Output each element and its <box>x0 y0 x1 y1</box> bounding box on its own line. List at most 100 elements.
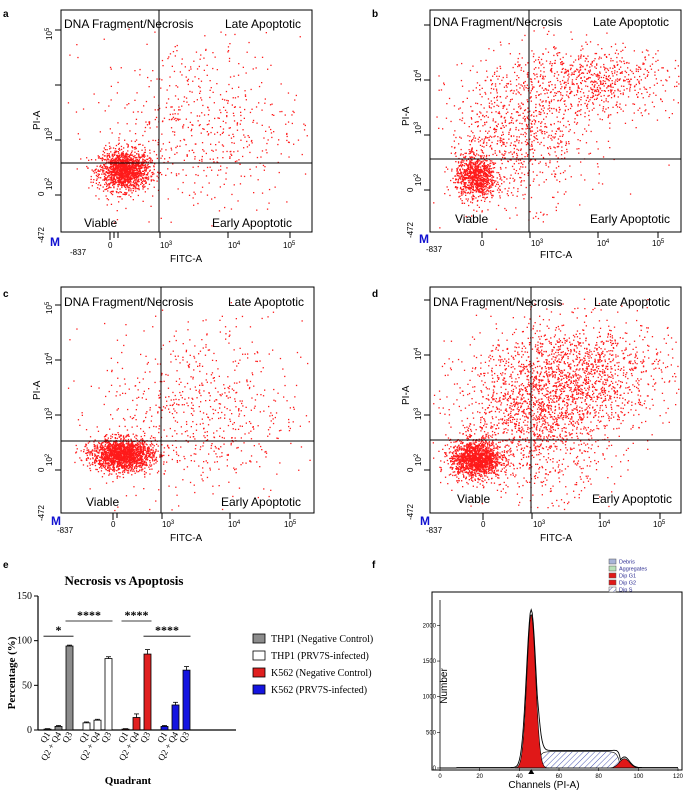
scatter-point <box>512 66 514 69</box>
scatter-point <box>248 41 250 44</box>
scatter-point <box>273 131 275 133</box>
scatter-point <box>599 88 602 90</box>
scatter-point <box>468 185 470 187</box>
scatter-point <box>470 164 472 166</box>
scatter-point <box>167 98 170 100</box>
scatter-point <box>483 182 486 184</box>
scatter-point <box>563 124 565 127</box>
scatter-point <box>130 171 132 173</box>
scatter-point <box>119 472 121 474</box>
scatter-point <box>101 157 104 159</box>
scatter-point <box>558 165 560 168</box>
scatter-point <box>468 175 470 178</box>
scatter-point <box>614 72 616 74</box>
scatter-point <box>118 201 120 203</box>
scatter-point <box>233 184 235 186</box>
scatter-point <box>580 77 582 79</box>
scatter-point <box>233 106 236 108</box>
scatter-point <box>155 116 158 119</box>
scatter-point <box>471 181 473 184</box>
scatter-point <box>127 179 129 181</box>
scatter-point <box>625 71 628 74</box>
scatter-point <box>519 87 521 89</box>
scatter-point <box>469 171 471 173</box>
scatter-point <box>571 79 574 81</box>
scatter-point <box>461 202 463 204</box>
scatter-point <box>473 176 475 179</box>
scatter-point <box>609 127 611 129</box>
scatter-point <box>561 97 563 99</box>
scatter-point <box>122 163 125 165</box>
scatter-point <box>463 169 466 171</box>
scatter-point <box>496 95 499 97</box>
scatter-point <box>480 183 482 185</box>
scatter-point <box>237 200 239 202</box>
scatter-point <box>120 178 122 180</box>
scatter-point <box>507 111 509 113</box>
scatter-point <box>108 105 110 107</box>
scatter-point <box>460 148 462 151</box>
scatter-point <box>480 172 482 174</box>
scatter-point <box>570 74 573 76</box>
scatter-point <box>483 191 485 193</box>
scatter-point <box>154 118 156 121</box>
scatter-point <box>533 61 535 63</box>
scatter-point <box>502 107 504 109</box>
scatter-point <box>567 95 569 97</box>
scatter-point <box>518 92 520 94</box>
scatter-point <box>484 182 487 185</box>
scatter-point <box>277 161 279 164</box>
scatter-point <box>249 168 251 170</box>
scatter-point <box>115 175 117 177</box>
scatter-point <box>105 461 107 464</box>
scatter-point <box>477 154 480 156</box>
scatter-point <box>116 171 118 173</box>
scatter-point <box>641 51 644 53</box>
scatter-point <box>203 114 206 116</box>
scatter-point <box>251 108 253 110</box>
scatter-point <box>489 201 491 203</box>
scatter-point <box>574 59 577 61</box>
scatter-point <box>508 133 510 135</box>
scatter-point <box>521 85 524 87</box>
scatter-point <box>521 39 523 41</box>
scatter-point <box>479 191 481 193</box>
scatter-point <box>595 89 597 92</box>
scatter-point <box>126 163 128 165</box>
scatter-point <box>491 160 493 162</box>
scatter-point <box>157 109 159 111</box>
scatter-point <box>444 193 446 195</box>
scatter-point <box>126 176 128 179</box>
scatter-point <box>463 170 465 172</box>
scatter-point <box>608 53 610 56</box>
scatter-point <box>134 148 136 150</box>
panel-label-a: a <box>3 9 9 20</box>
scatter-point <box>504 153 506 155</box>
scatter-point <box>124 186 126 188</box>
scatter-point <box>262 164 265 167</box>
scatter-point <box>249 111 252 114</box>
scatter-point <box>554 59 556 62</box>
scatter-point <box>121 181 124 183</box>
scatter-point <box>505 85 507 87</box>
scatter-point <box>583 95 586 97</box>
scatter-point <box>96 468 98 471</box>
scatter-point <box>460 175 462 178</box>
scatter-point <box>114 153 116 156</box>
scatter-point <box>489 187 491 189</box>
scatter-point <box>182 125 184 127</box>
scatter-point <box>571 64 573 66</box>
scatter-point <box>524 131 526 134</box>
scatter-point <box>487 193 489 195</box>
scatter-point <box>94 170 96 172</box>
scatter-point <box>631 70 633 73</box>
scatter-point <box>540 125 542 128</box>
scatter-point <box>475 191 477 193</box>
q2-label-a: Late Apoptotic <box>225 17 301 31</box>
scatter-point <box>135 118 138 120</box>
scatter-point <box>583 55 585 57</box>
scatter-point <box>533 133 535 135</box>
scatter-point <box>454 186 457 189</box>
scatter-point <box>240 111 242 113</box>
scatter-point <box>569 165 571 167</box>
